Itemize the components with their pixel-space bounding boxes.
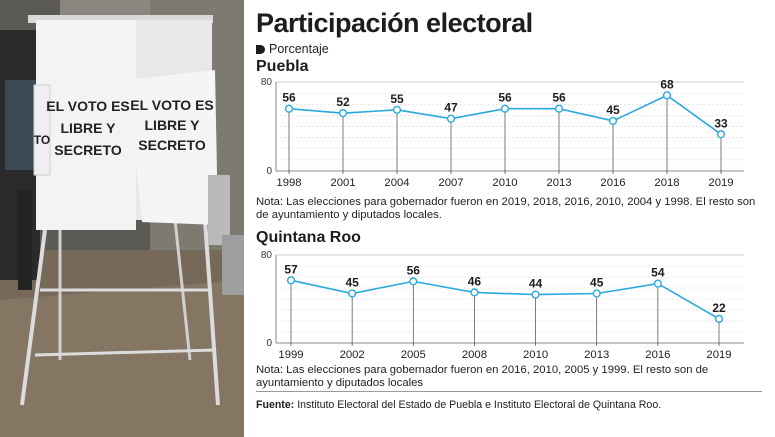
- data-label: 52: [336, 95, 350, 109]
- divider: [256, 391, 762, 392]
- x-tick-label: 2016: [600, 177, 625, 189]
- source-label: Fuente:: [256, 399, 295, 411]
- data-point: [714, 314, 724, 323]
- data-point: [531, 290, 540, 299]
- legend-marker-icon: [256, 44, 265, 54]
- data-label: 56: [498, 91, 512, 105]
- data-point: [470, 288, 479, 297]
- chart-note-quintana-roo: Nota: Las elecciones para gobernador fue…: [256, 364, 709, 389]
- legend-label: Porcentaje: [269, 42, 329, 56]
- x-tick-label: 2005: [401, 349, 426, 361]
- data-label: 55: [390, 92, 404, 106]
- data-point: [662, 91, 672, 100]
- chart-title-puebla: Puebla: [256, 58, 309, 75]
- sign-right-line-3: SECRETO: [138, 137, 206, 153]
- x-tick-label: 2010: [492, 177, 517, 189]
- data-label: 45: [345, 276, 359, 290]
- data-point: [592, 289, 601, 298]
- data-label: 56: [407, 263, 421, 277]
- x-tick-label: 2002: [340, 349, 365, 361]
- data-point: [653, 279, 662, 288]
- chart-quintana-roo: 0 80 1999 2002 2005 2008 2010 2013 2016 2019 57 45 5…: [261, 250, 744, 361]
- data-label: 46: [468, 274, 482, 288]
- chart-puebla: 0 80 1998 2001 2004 2007 2010 2013 2016 2018 2019 5…: [261, 77, 744, 189]
- x-tick-label: 2007: [438, 177, 463, 189]
- data-label: 45: [606, 103, 620, 117]
- data-point: [338, 109, 348, 118]
- x-tick-label: 2013: [546, 177, 571, 189]
- data-point: [446, 114, 456, 123]
- data-label: 47: [444, 101, 458, 115]
- data-point: [608, 116, 618, 126]
- data-point: [554, 104, 564, 113]
- data-label: 44: [529, 277, 543, 291]
- source-text: Instituto Electoral del Estado de Puebla…: [297, 399, 662, 411]
- sign-left-line-1: EL VOTO ES: [46, 98, 130, 114]
- data-label: 68: [660, 77, 674, 91]
- sign-fragment: TO: [34, 133, 50, 147]
- y-tick-label: 80: [261, 77, 273, 88]
- data-point: [284, 104, 294, 113]
- x-tick-label: 2010: [523, 349, 548, 361]
- data-point: [348, 289, 357, 298]
- x-tick-label: 2004: [384, 177, 409, 189]
- page-title: Participación electoral: [256, 8, 533, 38]
- data-point: [392, 105, 402, 114]
- data-label: 33: [714, 116, 728, 130]
- data-label: 56: [552, 91, 566, 105]
- x-tick-label: 2019: [706, 349, 731, 361]
- x-tick-label: 1998: [276, 177, 301, 189]
- x-tick-label: 2019: [708, 177, 733, 189]
- data-label: 54: [651, 266, 665, 280]
- y-tick-label: 0: [266, 166, 272, 177]
- sign-left-line-3: SECRETO: [54, 142, 122, 158]
- infographic-panel: Participación electoral Porcentaje Puebl…: [244, 0, 775, 437]
- x-tick-label: 2018: [654, 177, 679, 189]
- source-line: Fuente: Instituto Electoral del Estado d…: [256, 399, 661, 411]
- x-tick-label: 1999: [278, 349, 303, 361]
- sign-right-line-2: LIBRE Y: [145, 117, 201, 133]
- x-tick-label: 2001: [330, 177, 355, 189]
- y-tick-label: 80: [261, 250, 273, 261]
- data-label: 57: [284, 262, 298, 276]
- data-point: [286, 276, 296, 285]
- voting-booth-photo: EL VOTO ES LIBRE Y SECRETO EL VOTO ES LI…: [0, 0, 244, 437]
- data-point: [409, 277, 418, 286]
- sign-left-line-2: LIBRE Y: [61, 120, 117, 136]
- data-label: 45: [590, 276, 604, 290]
- data-label: 22: [712, 301, 726, 315]
- sign-right-line-1: EL VOTO ES: [130, 97, 214, 113]
- legend: Porcentaje: [256, 42, 329, 56]
- x-tick-label: 2016: [645, 349, 670, 361]
- x-tick-label: 2008: [462, 349, 487, 361]
- chart-note-puebla: Nota: Las elecciones para gobernador fue…: [256, 196, 756, 221]
- data-point: [716, 130, 726, 139]
- chart-title-quintana-roo: Quintana Roo: [256, 229, 361, 246]
- data-label: 56: [282, 91, 296, 105]
- x-tick-label: 2013: [584, 349, 609, 361]
- series-line: [290, 279, 720, 320]
- data-point: [500, 104, 510, 113]
- y-tick-label: 0: [266, 338, 272, 349]
